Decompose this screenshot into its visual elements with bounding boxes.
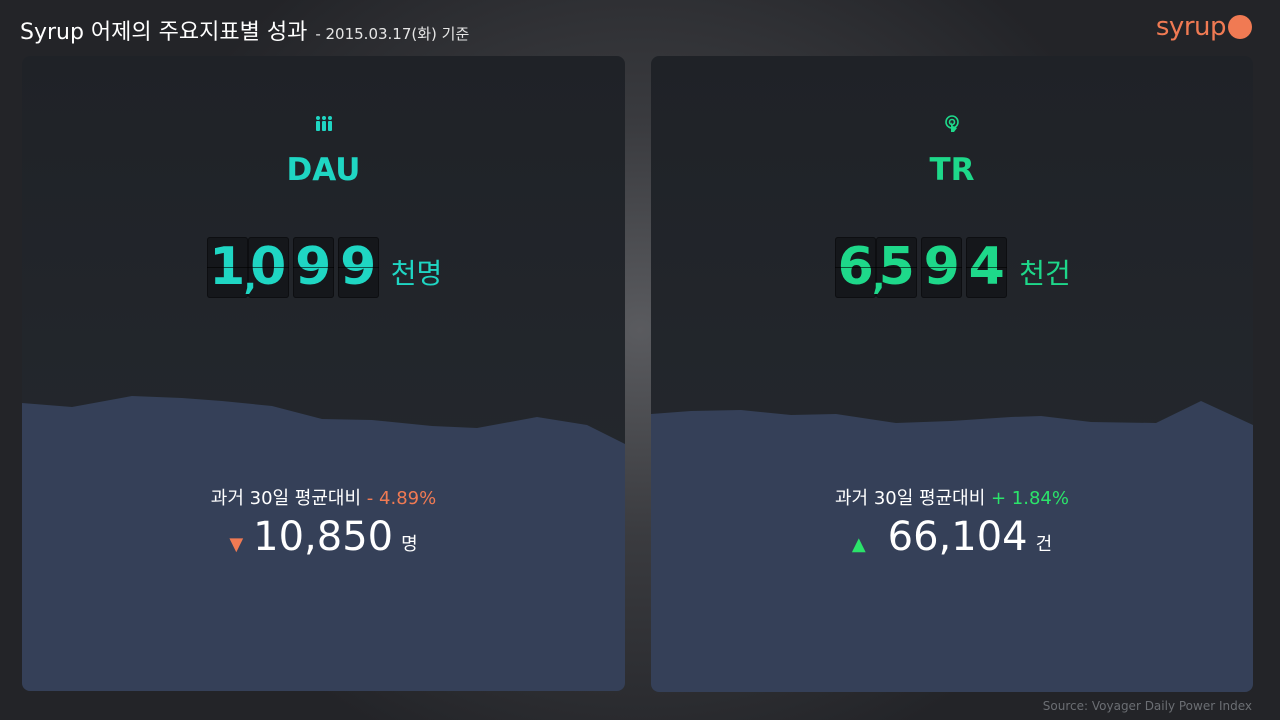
tr-panel: TR 6 , 5 9 4 천건 과거 30일 평균대비 + 1.84% ▲ 66… (651, 56, 1253, 692)
syrup-logo: syrup (1156, 12, 1252, 42)
dau-digit: 9 (292, 236, 334, 298)
dau-trend-polygon (22, 396, 625, 691)
dau-trend-area (22, 396, 625, 691)
tr-compare-label: 과거 30일 평균대비 (834, 488, 986, 509)
dau-compare-label: 과거 30일 평균대비 (210, 488, 362, 509)
tr-unit: 천건 (1019, 257, 1071, 290)
dau-compare: 과거 30일 평균대비 - 4.89% (22, 484, 625, 510)
tr-comma: , (872, 258, 886, 298)
dau-change-value-row: ▼ 10,850 명 (22, 514, 625, 560)
tr-digit: 5 (876, 236, 918, 298)
tr-trend-polygon (651, 401, 1253, 692)
page-title: Syrup 어제의 주요지표별 성과 (20, 20, 308, 45)
tr-digit: 4 (966, 236, 1008, 298)
dau-comma: , (243, 258, 257, 298)
dau-panel: DAU 1 , 0 9 9 천명 과거 30일 평균대비 - 4.89% ▼ 1… (22, 56, 625, 691)
tr-change-value: 66,104 (887, 514, 1028, 560)
tr-digit: 9 (921, 236, 963, 298)
tr-digit: 6 (835, 236, 877, 298)
dau-digit: 9 (337, 236, 379, 298)
tr-counter: 6 , 5 9 4 천건 (651, 236, 1253, 298)
tr-title: TR (929, 152, 975, 188)
dau-change-percent: - 4.89% (366, 488, 437, 509)
tr-change-value-row: ▲ 66,104 건 (651, 514, 1253, 560)
dau-change-value: 10,850 (253, 514, 394, 560)
tr-change-percent: + 1.84% (991, 488, 1069, 509)
report-date: - 2015.03.17(화) 기준 (315, 25, 470, 43)
arrow-down-icon: ▼ (229, 534, 244, 555)
people-icon (315, 116, 332, 131)
arrow-up-icon: ▲ (851, 534, 866, 555)
tr-compare: 과거 30일 평균대비 + 1.84% (651, 484, 1253, 510)
source-note: Source: Voyager Daily Power Index (1042, 699, 1252, 713)
page-header: Syrup 어제의 주요지표별 성과 - 2015.03.17(화) 기준 (20, 14, 469, 46)
logo-dot-icon (1228, 15, 1252, 39)
dau-digit: 1 (206, 236, 248, 298)
dau-change-unit: 명 (401, 534, 418, 555)
dau-digit: 0 (247, 236, 289, 298)
dau-unit: 천명 (390, 257, 443, 290)
tr-trend-area (651, 401, 1253, 692)
dau-title: DAU (286, 152, 361, 188)
dau-counter: 1 , 0 9 9 천명 (22, 236, 625, 298)
touch-icon (945, 115, 959, 132)
logo-text: syrup (1155, 12, 1227, 42)
tr-change-unit: 건 (1035, 534, 1053, 555)
